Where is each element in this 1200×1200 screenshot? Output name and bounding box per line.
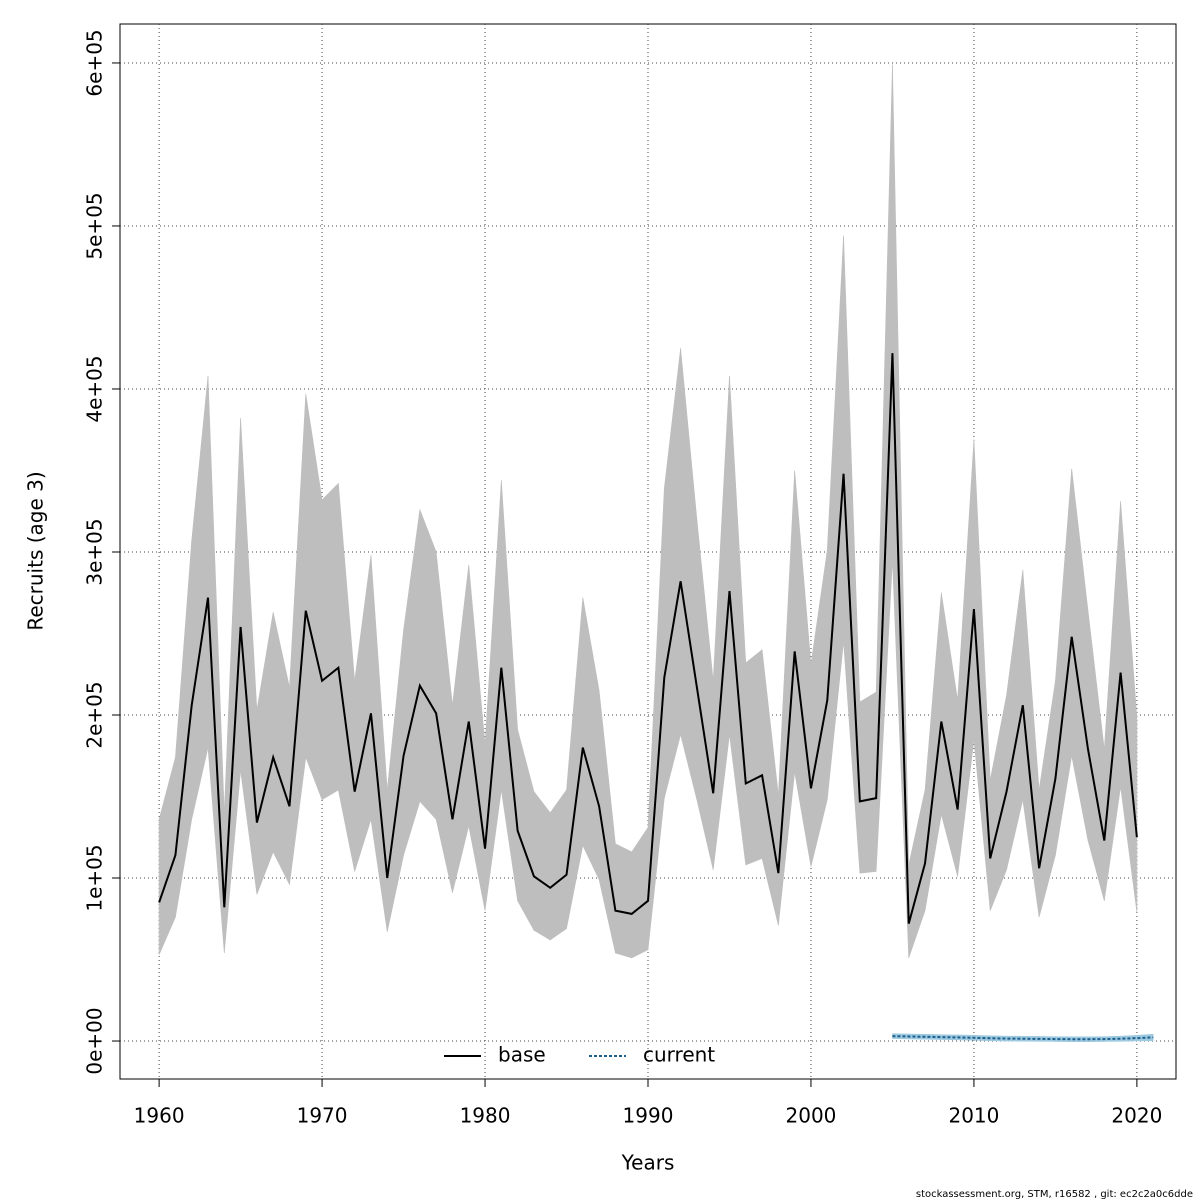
- confidence-band: [924, 592, 942, 911]
- confidence-band: [843, 235, 861, 874]
- confidence-band: [321, 482, 339, 801]
- series-line: [158, 353, 1138, 924]
- confidence-band: [1087, 610, 1105, 901]
- x-tick-label: 1970: [297, 1104, 348, 1128]
- x-tick-label: 2010: [948, 1104, 999, 1128]
- y-tick-label: 1e+05: [83, 844, 107, 911]
- confidence-band: [435, 551, 453, 893]
- confidence-band: [452, 564, 470, 893]
- footer: stockassessment.org, STM, r16582 , git: …: [916, 1189, 1193, 1200]
- confidence-band: [549, 789, 567, 941]
- y-tick-label: 6e+05: [83, 29, 107, 96]
- x-tick-label: 1980: [460, 1104, 511, 1128]
- confidence-band: [1087, 1036, 1105, 1042]
- confidence-band: [305, 393, 323, 800]
- confidence-band: [1038, 680, 1056, 918]
- confidence-band: [338, 483, 355, 872]
- confidence-band: [859, 691, 877, 874]
- x-tick-label: 2020: [1111, 1104, 1162, 1128]
- confidence-band: [272, 612, 290, 885]
- confidence-band: [957, 439, 975, 877]
- confidence-band: [680, 348, 698, 800]
- legend-label: current: [643, 1043, 715, 1067]
- x-tick-label: 1990: [623, 1104, 674, 1128]
- confidence-band: [256, 612, 274, 895]
- confidence-band: [419, 509, 437, 821]
- x-tick-label: 1960: [134, 1104, 185, 1128]
- y-tick-label: 5e+05: [83, 192, 107, 259]
- confidence-band: [582, 597, 600, 880]
- x-tick-label: 2000: [786, 1104, 837, 1128]
- confidence-band: [1120, 501, 1138, 913]
- y-axis-title: Recruits (age 3): [24, 471, 48, 630]
- y-tick-label: 0e+00: [83, 1007, 107, 1074]
- legend-label: base: [498, 1043, 546, 1067]
- confidence-band: [615, 843, 633, 959]
- confidence-band: [663, 348, 681, 799]
- confidence-band: [533, 790, 551, 941]
- y-tick-label: 4e+05: [83, 355, 107, 422]
- y-tick-label: 2e+05: [83, 681, 107, 748]
- confidence-band: [631, 826, 649, 959]
- confidence-band: [354, 555, 372, 872]
- y-tick-label: 3e+05: [83, 518, 107, 585]
- series-line: [892, 1035, 1154, 1041]
- confidence-band: [191, 375, 209, 820]
- confidence-band: [403, 509, 421, 856]
- confidence-band: [696, 519, 714, 870]
- confidence-band: [1022, 569, 1040, 918]
- confidence-band: [158, 757, 176, 955]
- confidence-band: [517, 729, 535, 932]
- confidence-band: [745, 649, 763, 866]
- confidence-band: [973, 439, 991, 911]
- x-axis-title: Years: [621, 1151, 675, 1175]
